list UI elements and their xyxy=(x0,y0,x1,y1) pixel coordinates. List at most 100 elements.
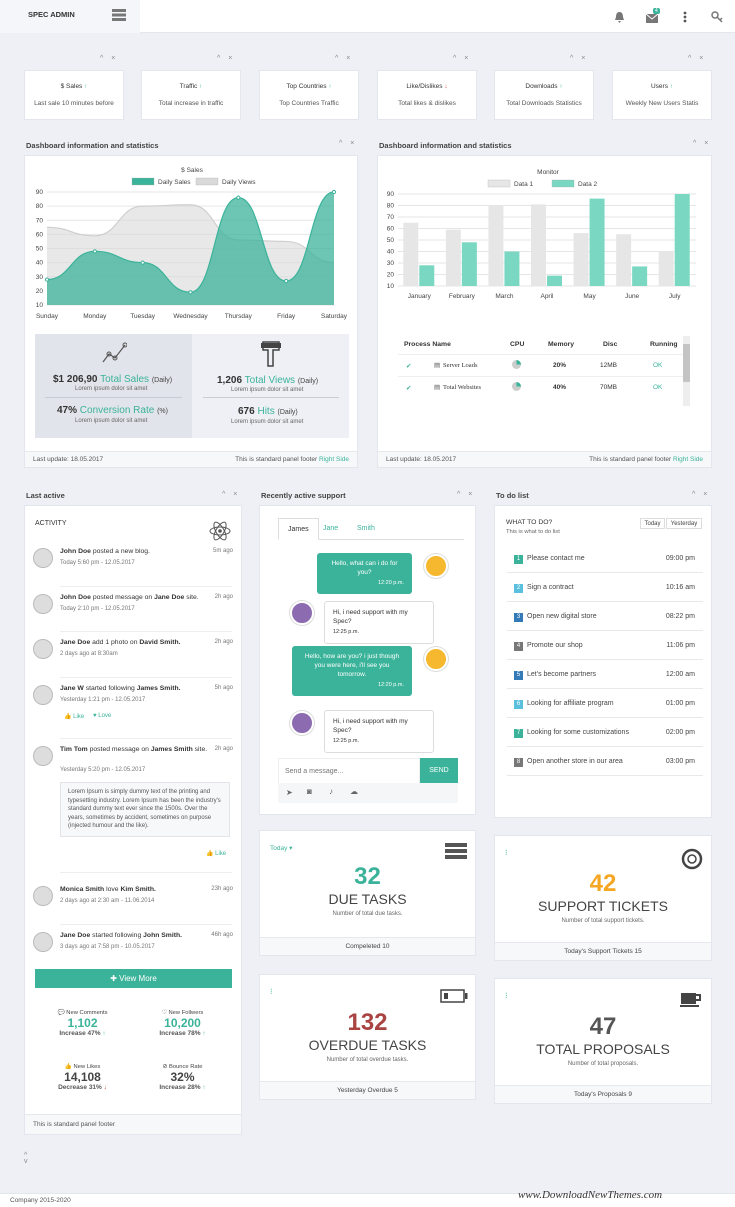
panel1-controls[interactable]: ^ × xyxy=(339,140,358,147)
activity-actor[interactable]: John Doe xyxy=(60,594,91,601)
data-point[interactable] xyxy=(92,249,97,254)
activity-target[interactable]: David Smith. xyxy=(139,639,181,646)
bar[interactable] xyxy=(504,251,520,287)
chat-avatar[interactable] xyxy=(424,554,448,578)
more-vertical-icon[interactable] xyxy=(683,11,687,25)
bar[interactable] xyxy=(632,266,648,286)
avatar[interactable] xyxy=(33,886,53,906)
todo-today-button[interactable]: Today xyxy=(640,518,665,529)
activity-panel-controls[interactable]: ^ × xyxy=(222,491,241,498)
legend-label[interactable]: Data 2 xyxy=(578,181,598,188)
activity-target[interactable]: John Smith. xyxy=(143,932,183,939)
todo-item[interactable]: 4 Promote our shop 11:06 pm xyxy=(507,633,703,660)
data-point[interactable] xyxy=(236,195,241,200)
process-table-scrollbar[interactable] xyxy=(683,336,690,406)
chat-tab-smith[interactable]: Smith xyxy=(357,525,375,532)
stat-controls[interactable]: ^ × xyxy=(570,55,589,62)
activity-actor[interactable]: John Doe xyxy=(60,548,91,555)
stat-controls[interactable]: ^ × xyxy=(100,55,119,62)
activity-target[interactable]: Jane Doe xyxy=(154,594,185,601)
scroll-arrows[interactable]: ^ v xyxy=(24,1152,28,1165)
panel2-controls[interactable]: ^ × xyxy=(693,140,712,147)
panel2-footer: Last update: 18.05.2017 This is standard … xyxy=(378,451,711,467)
bar[interactable] xyxy=(445,229,461,286)
support-more-icon[interactable]: ⁝ xyxy=(505,848,508,857)
activity-target[interactable]: James Smith. xyxy=(136,685,181,692)
overdue-more-icon[interactable]: ⁝ xyxy=(270,987,273,996)
bar[interactable] xyxy=(616,234,632,286)
avatar[interactable] xyxy=(33,746,53,766)
avatar[interactable] xyxy=(33,594,53,614)
message-input[interactable] xyxy=(278,758,420,783)
avatar[interactable] xyxy=(33,685,53,705)
activity-actor[interactable]: Jane Doe xyxy=(60,639,91,646)
bell-icon[interactable] xyxy=(614,11,625,25)
avatar[interactable] xyxy=(33,639,53,659)
chat-tab-jane[interactable]: Jane xyxy=(323,525,339,532)
proposals-more-icon[interactable]: ⁝ xyxy=(505,991,508,1000)
todo-item[interactable]: 3 Open new digital store 08:22 pm xyxy=(507,604,703,631)
support-tickets-footer: Today's Support Tickets 15 xyxy=(495,942,711,960)
bar[interactable] xyxy=(547,275,562,286)
bar[interactable] xyxy=(531,204,546,286)
stat-controls[interactable]: ^ × xyxy=(335,55,354,62)
stat-controls[interactable]: ^ × xyxy=(453,55,472,62)
like-button[interactable]: 👍 Like xyxy=(64,714,85,720)
data-point[interactable] xyxy=(140,260,145,265)
todo-item[interactable]: 7 Looking for some customizations 02:00 pm xyxy=(507,720,703,747)
bar[interactable] xyxy=(461,242,477,286)
activity-actor[interactable]: Jane W xyxy=(60,685,84,692)
legend-label[interactable]: Daily Sales xyxy=(158,179,191,186)
data-point[interactable] xyxy=(284,278,289,284)
bar[interactable] xyxy=(419,265,435,286)
server-menu-icon[interactable] xyxy=(112,9,126,21)
todo-item[interactable]: 5 Let's become partners 12:00 am xyxy=(507,662,703,689)
todo-panel-controls[interactable]: ^ × xyxy=(692,491,711,498)
data-point[interactable] xyxy=(188,290,193,295)
activity-actor[interactable]: Tim Tom xyxy=(60,746,88,753)
activity-target[interactable]: James Smith xyxy=(150,746,193,753)
legend-label[interactable]: Data 1 xyxy=(514,181,534,188)
message-text: Hello, what can i do for you? xyxy=(331,560,398,576)
cloud-icon[interactable]: ☁ xyxy=(350,787,358,796)
activity-actor[interactable]: Monica Smith xyxy=(60,886,105,893)
panel2-footer-link[interactable]: Right Side xyxy=(673,456,703,463)
like-button[interactable]: 👍 Like xyxy=(206,851,227,857)
love-button[interactable]: ♥ Love xyxy=(93,713,112,719)
panel1-footer-link[interactable]: Right Side xyxy=(319,456,349,463)
data-point[interactable] xyxy=(331,189,337,195)
bar[interactable] xyxy=(658,251,674,287)
chat-tab-james[interactable]: James xyxy=(278,518,319,540)
chat-avatar[interactable] xyxy=(424,647,448,671)
activity-target[interactable]: Kim Smith. xyxy=(120,886,156,893)
bar[interactable] xyxy=(573,233,589,286)
due-period-dropdown[interactable]: Today ▾ xyxy=(270,845,293,852)
activity-actor[interactable]: Jane Doe xyxy=(60,932,91,939)
send-button[interactable]: SEND xyxy=(420,758,458,783)
stat-controls[interactable]: ^ × xyxy=(217,55,236,62)
chat-avatar[interactable] xyxy=(290,711,314,735)
support-panel-controls[interactable]: ^ × xyxy=(457,491,476,498)
bar[interactable] xyxy=(488,205,504,287)
panel-monitor-chart: Monitor Data 1 Data 2 10 20 30 40 50 60 70 80 90 Jan… xyxy=(377,155,712,468)
avatar[interactable] xyxy=(33,548,53,568)
data-point[interactable] xyxy=(44,277,50,282)
todo-item[interactable]: 1 Please contact me 09:00 pm xyxy=(507,546,703,573)
location-icon[interactable]: ➤ xyxy=(286,788,293,797)
camera-icon[interactable]: ◙ xyxy=(307,787,312,796)
todo-item[interactable]: 8 Open another store in our area 03:00 pm xyxy=(507,749,703,776)
mail-icon[interactable] xyxy=(645,11,660,25)
chat-avatar[interactable] xyxy=(290,601,314,625)
view-more-button[interactable]: ✚ View More xyxy=(35,969,232,988)
bar[interactable] xyxy=(674,194,690,286)
bar[interactable] xyxy=(589,198,605,286)
todo-item[interactable]: 6 Looking for affiliate program 01:00 pm xyxy=(507,691,703,718)
key-icon[interactable] xyxy=(711,11,723,25)
legend-label[interactable]: Daily Views xyxy=(222,179,256,186)
microphone-icon[interactable]: ♪ xyxy=(329,787,333,796)
bar[interactable] xyxy=(403,222,419,286)
avatar[interactable] xyxy=(33,932,53,952)
stat-controls[interactable]: ^ × xyxy=(688,55,707,62)
todo-yesterday-button[interactable]: Yesterday xyxy=(666,518,702,529)
todo-item[interactable]: 2 Sign a contract 10:16 am xyxy=(507,575,703,602)
